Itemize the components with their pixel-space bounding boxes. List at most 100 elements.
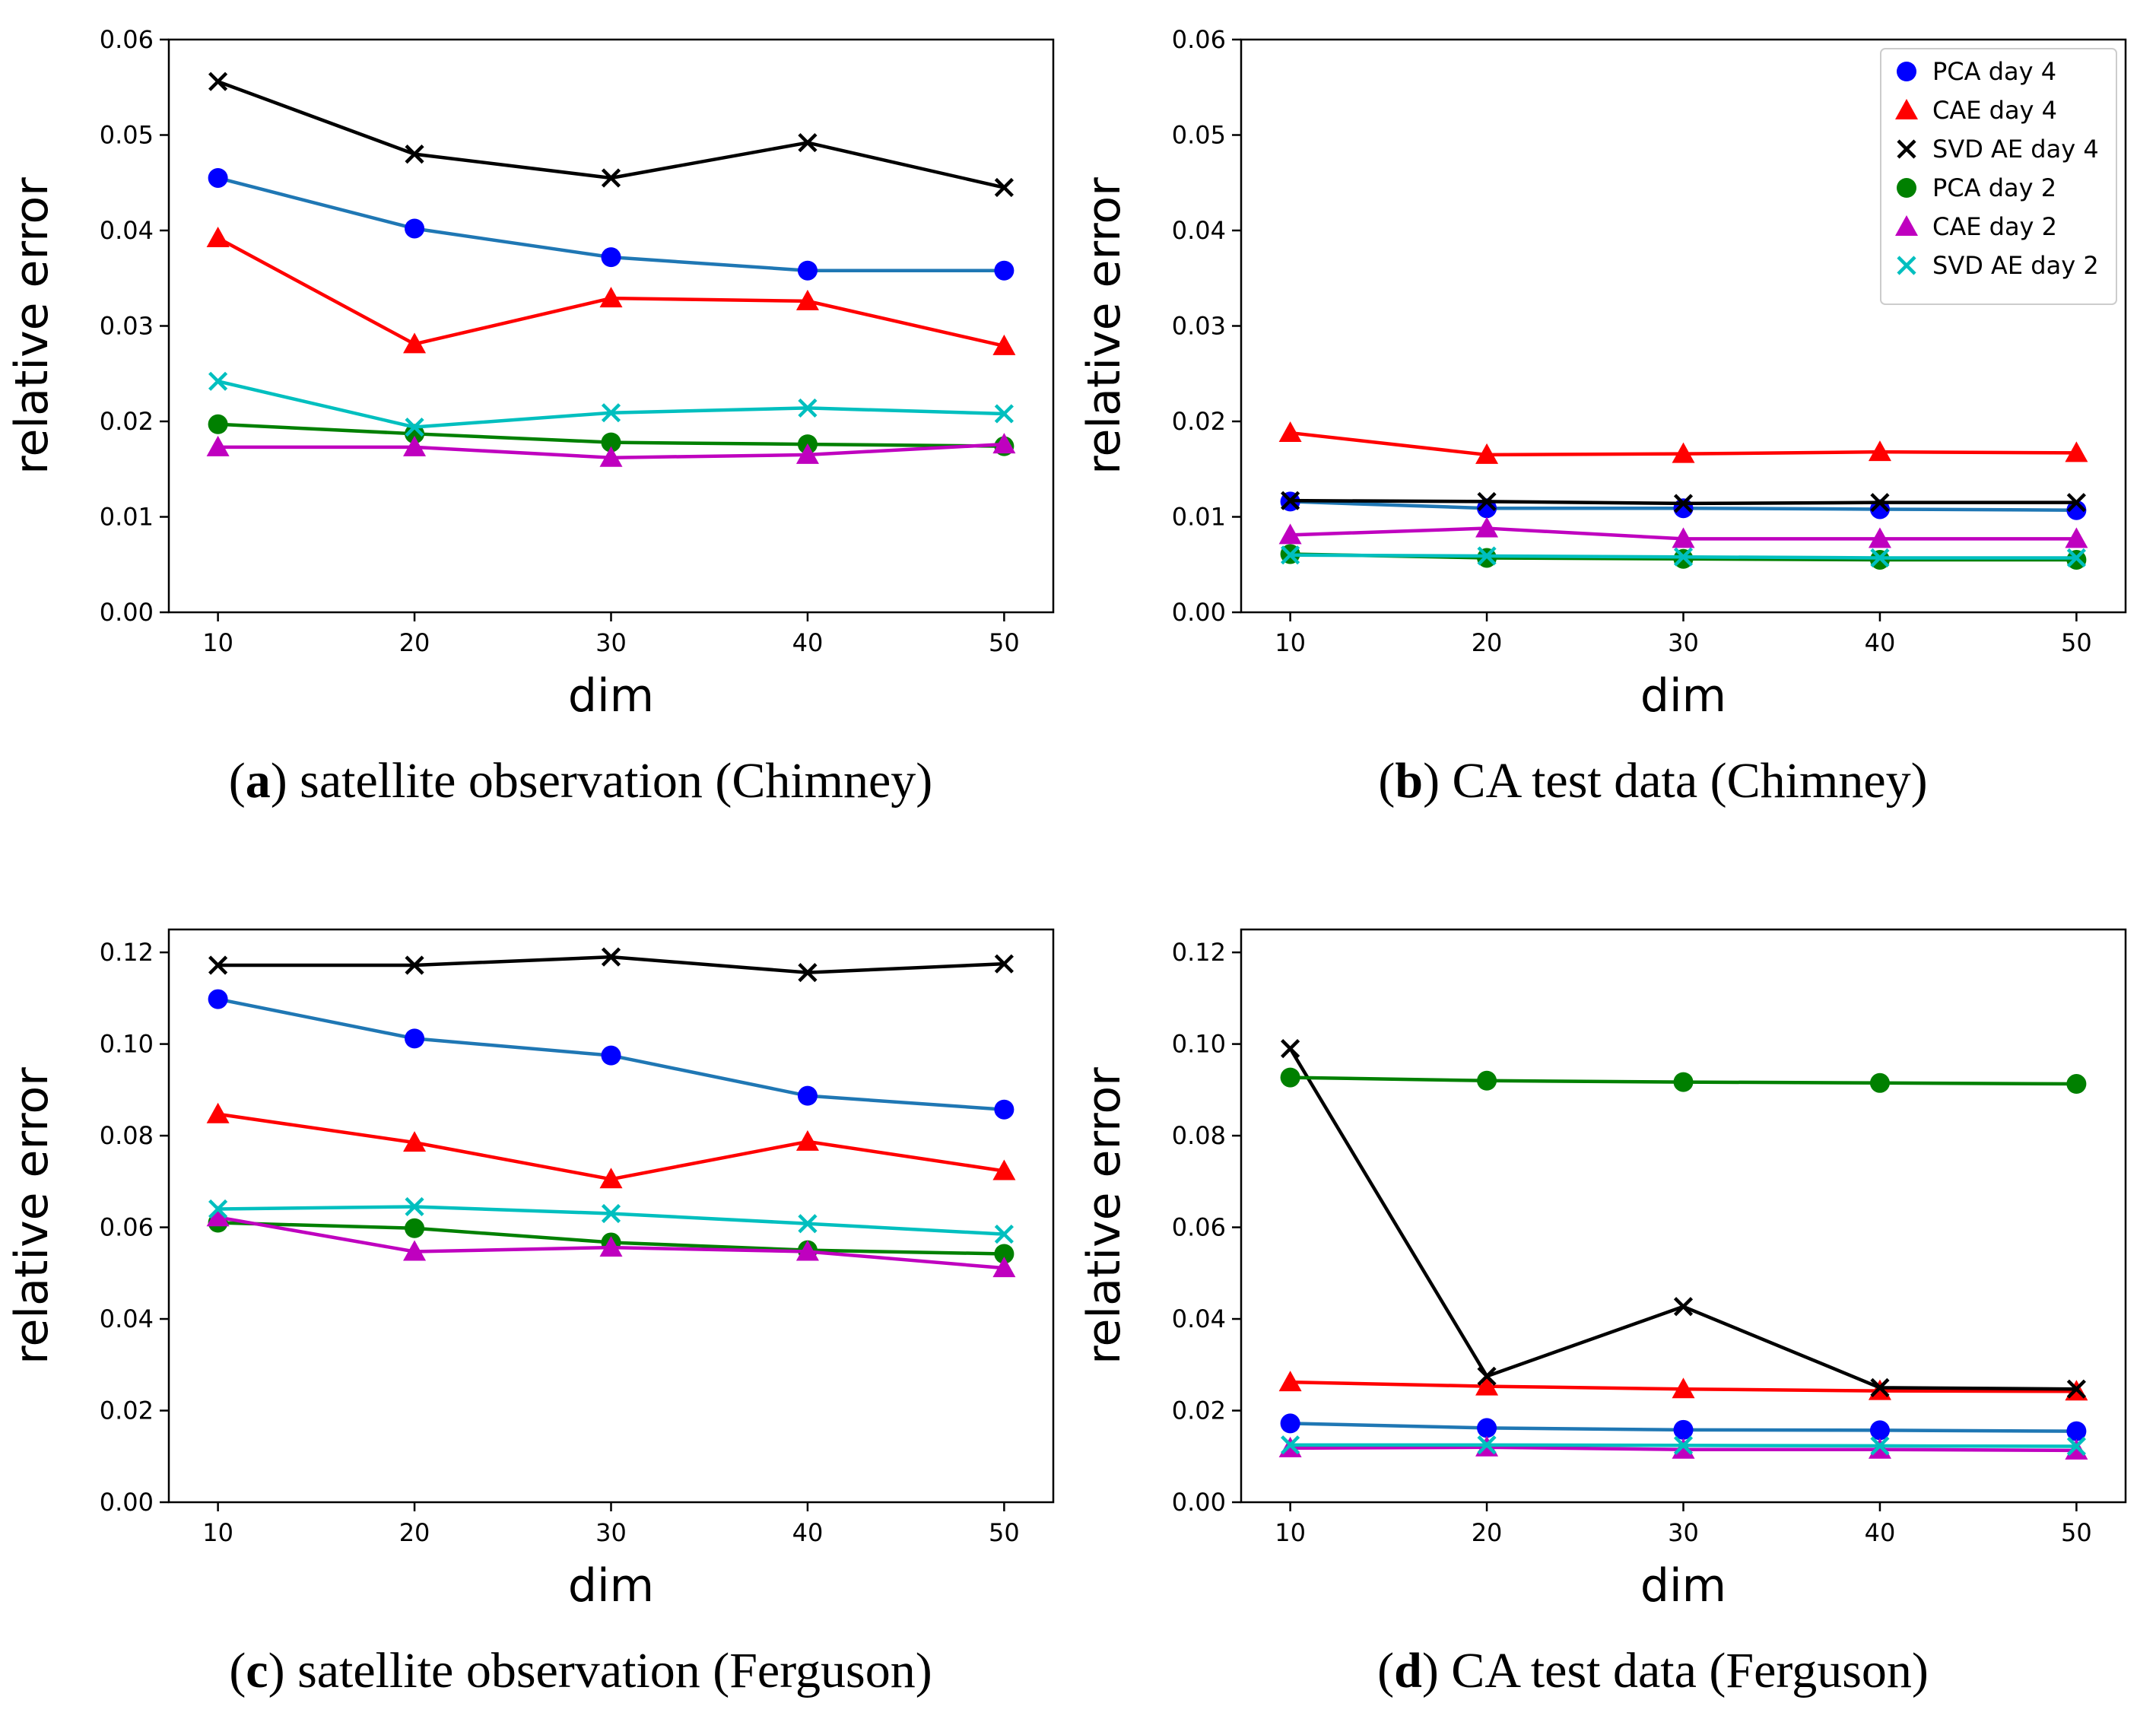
data-point [1281,1039,1300,1059]
data-point [1278,1371,1302,1392]
data-point [1673,547,1694,567]
series-cae-day-2 [1278,516,2088,548]
series-pca-day-2 [1280,1067,2087,1095]
caption-letter: b [1395,753,1423,809]
x-tick-label: 20 [399,1518,430,1547]
series-pca-day-4 [1280,1413,2087,1441]
legend-marker [1895,99,1918,119]
chart-panel-b: 0.00 0.01 0.02 0.03 0.04 0.05 0.06 10 20 30 40 50 di… [1078,25,2127,809]
y-tick-label: 0.01 [100,503,154,532]
x-tick-label: 30 [595,1518,627,1547]
data-point [795,1130,819,1151]
data-point [206,227,230,248]
x-tick-label: 30 [1668,628,1699,657]
data-point [405,1028,425,1049]
x-tick-label: 50 [2061,628,2092,657]
series-pca-day-4 [208,989,1014,1120]
data-point [403,435,427,456]
legend-entry-label: SVD AE day 4 [1932,135,2099,164]
x-tick-label: 40 [792,1518,824,1547]
x-tick-label: 50 [989,628,1020,657]
data-point [2066,1379,2086,1399]
data-point [1281,1435,1300,1455]
data-point [405,145,424,164]
data-point [1278,523,1302,545]
legend-entry-label: CAE day 2 [1932,212,2057,241]
caption-text: ) satellite observation (Chimney) [271,753,933,809]
data-point [1673,1297,1694,1317]
series-svd-ae-day-4 [208,947,1014,983]
data-point [403,1131,427,1152]
y-tick-label: 0.06 [1172,25,1226,54]
data-point [601,432,621,453]
legend-entry-label: PCA day 2 [1932,173,2056,202]
series-svd-ae-day-2 [1281,1435,2086,1457]
y-tick-label: 0.08 [100,1121,154,1150]
data-point [798,398,818,418]
data-point [1673,1435,1694,1455]
y-tick-label: 0.01 [1172,503,1226,532]
y-tick-label: 0.04 [1172,1304,1226,1333]
series-cae-day-2 [206,433,1016,467]
data-point [1278,421,1302,443]
data-point [1673,1072,1694,1092]
data-point [1869,1420,1890,1441]
data-point [1281,491,1300,510]
data-point [599,287,623,308]
series-cae-day-4 [206,227,1016,355]
data-point [994,1099,1014,1120]
data-point [403,332,427,354]
x-axis-label: dim [568,1559,654,1613]
x-axis-label: dim [1640,1559,1726,1613]
x-tick-label: 30 [1668,1518,1699,1547]
data-point [992,334,1016,355]
y-axis-label: relative error [5,177,59,475]
caption-paren-open: ( [1378,753,1395,809]
legend-entry-label: PCA day 4 [1932,57,2056,86]
data-point [405,424,425,444]
series-svd-ae-day-4 [1281,491,2086,513]
x-tick-label: 50 [989,1518,1020,1547]
panel-caption: (c) satellite observation (Ferguson) [229,1643,932,1698]
data-point [206,1206,230,1227]
legend-entry-label: CAE day 4 [1932,96,2057,125]
y-tick-label: 0.04 [1172,216,1226,245]
data-point [994,1244,1014,1264]
series-pca-day-4 [208,167,1014,281]
series-cae-day-4 [1278,421,2088,464]
data-point [1280,1067,1300,1088]
data-point [994,260,1014,281]
data-point [405,417,424,437]
y-tick-label: 0.08 [1172,1121,1226,1150]
plot-area [1240,928,2127,1504]
y-tick-label: 0.02 [1172,1396,1226,1425]
y-tick-label: 0.12 [1172,938,1226,967]
plot-area [167,38,1055,614]
x-tick-label: 20 [1472,1518,1503,1547]
data-point [208,414,228,434]
series-svd-ae-day-4 [208,71,1014,198]
chart-panel-d: 0.00 0.02 0.04 0.06 0.08 0.10 0.12 10 20 30 40 50 di… [1078,928,2127,1698]
data-point [1673,494,1694,513]
y-tick-label: 0.05 [100,121,154,150]
data-point [208,71,228,91]
y-tick-label: 0.12 [100,938,154,967]
panel-caption: (d) CA test data (Ferguson) [1377,1643,1929,1698]
data-point [599,1168,623,1189]
data-point [599,446,623,467]
data-point [795,289,819,310]
y-tick-label: 0.02 [100,1396,154,1425]
caption-text: ) satellite observation (Ferguson) [268,1643,932,1698]
chart-panel-c: 0.00 0.02 0.04 0.06 0.08 0.10 0.12 10 20 30 40 50 di… [5,928,1055,1698]
legend-marker [1897,139,1916,159]
data-point [2065,527,2088,548]
data-point [992,1159,1016,1180]
caption-text: ) CA test data (Chimney) [1423,753,1928,809]
data-point [992,1257,1016,1278]
y-tick-label: 0.04 [100,1304,154,1333]
data-point [1475,443,1499,464]
data-point [1477,1366,1497,1386]
y-tick-label: 0.10 [1172,1030,1226,1059]
x-tick-label: 10 [1275,628,1306,657]
